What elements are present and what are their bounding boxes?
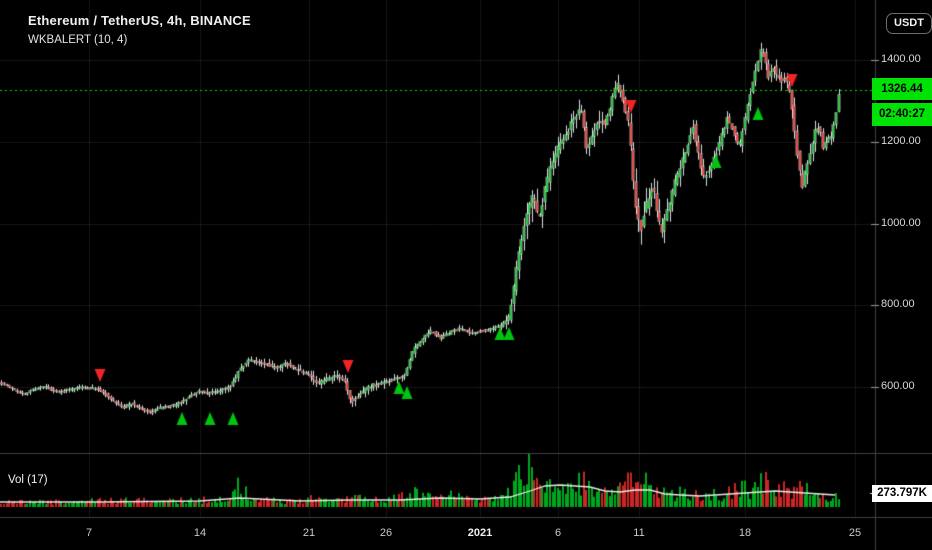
price-axis[interactable]: 1400.00 1200.00 1000.00 800.00 600.00 [875, 0, 932, 517]
bar-countdown-label: 02:40:27 [872, 103, 932, 126]
price-tick-label: 1000.00 [881, 216, 921, 229]
time-tick-label: 21 [302, 527, 316, 539]
price-tick-label: 1200.00 [881, 134, 921, 147]
volume-indicator-label[interactable]: Vol (17) [8, 474, 48, 486]
time-tick-label: 11 [633, 527, 645, 539]
time-tick-label: 2021 [467, 527, 493, 539]
symbol-title[interactable]: Ethereum / TetherUS, 4h, BINANCE [28, 13, 251, 28]
time-tick-label: 7 [85, 527, 93, 539]
price-tick-label: 1400.00 [881, 53, 921, 65]
time-tick-label: 25 [848, 527, 862, 539]
time-tick-label: 14 [193, 527, 207, 539]
currency-toggle-button[interactable]: USDT [886, 13, 932, 34]
last-price-label: 1326.44 [872, 78, 932, 100]
indicator-label[interactable]: WKBALERT (10, 4) [28, 34, 128, 46]
time-tick-label: 26 [379, 527, 393, 539]
chart-legend: Ethereum / TetherUS, 4h, BINANCE WKBALER… [28, 13, 251, 46]
time-axis[interactable]: 7 14 21 26 2021 6 11 18 25 [0, 517, 932, 550]
time-tick-label: 6 [554, 527, 562, 539]
price-tick-label: 600.00 [881, 380, 915, 392]
price-tick-label: 800.00 [881, 298, 915, 311]
time-tick-label: 18 [738, 527, 752, 539]
volume-axis-value: 273.797K [872, 485, 932, 502]
